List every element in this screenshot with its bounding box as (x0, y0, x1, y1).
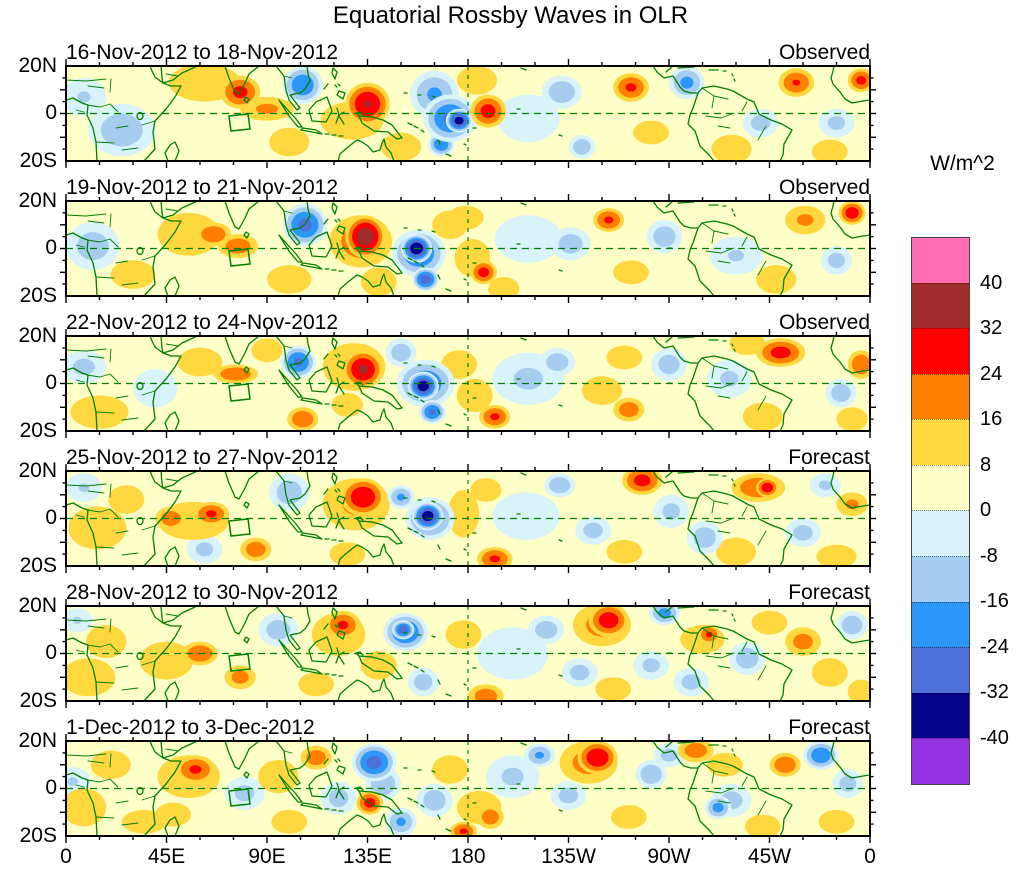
panel-header: 22-Nov-2012 to 24-Nov-2012 Observed (66, 310, 870, 335)
panel-header: 25-Nov-2012 to 27-Nov-2012 Forecast (66, 445, 870, 470)
colorbar-segment (912, 738, 969, 784)
map-panel: 19-Nov-2012 to 21-Nov-2012 Observed 20N … (0, 175, 1021, 307)
colorbar-tick-label: -8 (980, 544, 998, 567)
map-plot (60, 734, 876, 843)
y-axis-label-20s: 20S (19, 824, 57, 847)
y-axis-label-20n: 20N (18, 189, 57, 212)
y-axis-label-20s: 20S (19, 149, 57, 172)
panel-date-range: 25-Nov-2012 to 27-Nov-2012 (66, 446, 338, 469)
map-panel: 16-Nov-2012 to 18-Nov-2012 Observed 20N … (0, 40, 1021, 172)
colorbar-tick-label: 40 (980, 271, 1003, 294)
colorbar-tick-label: 16 (980, 408, 1003, 430)
x-axis-tick-label: 45E (147, 845, 186, 868)
x-axis-tick-label: 90E (248, 845, 286, 868)
panel-date-range: 16-Nov-2012 to 18-Nov-2012 (66, 41, 338, 64)
map-plot (60, 464, 876, 573)
map-panel: 25-Nov-2012 to 27-Nov-2012 Forecast 20N … (0, 445, 1021, 577)
map-panel: 28-Nov-2012 to 30-Nov-2012 Forecast 20N … (0, 580, 1021, 712)
y-axis-label-20s: 20S (19, 284, 57, 307)
y-axis-label-20s: 20S (19, 419, 57, 442)
y-axis-label-0: 0 (45, 641, 57, 664)
panel-type-label: Forecast (788, 581, 870, 604)
map-panel: 22-Nov-2012 to 24-Nov-2012 Observed 20N … (0, 310, 1021, 442)
colorbar-tick-label: -32 (980, 681, 1009, 703)
colorbar-tick-label: 8 (980, 453, 992, 476)
y-axis-label-20n: 20N (18, 459, 57, 482)
colorbar-segment (912, 601, 969, 648)
x-axis-tick-label: 135E (342, 845, 393, 868)
y-axis-label-20n: 20N (18, 324, 57, 347)
figure-title: Equatorial Rossby Waves in OLR (332, 2, 689, 29)
y-axis-label-20s: 20S (19, 554, 57, 577)
x-axis-tick-label: 0 (60, 845, 72, 868)
y-axis-label-0: 0 (45, 101, 57, 124)
colorbar-segment (912, 282, 969, 329)
y-axis-label-20n: 20N (18, 594, 57, 617)
panel-header: 1-Dec-2012 to 3-Dec-2012 Forecast (66, 715, 870, 740)
panel-type-label: Forecast (788, 716, 870, 739)
map-plot (60, 194, 876, 303)
panel-date-range: 19-Nov-2012 to 21-Nov-2012 (66, 176, 338, 199)
panel-header: 28-Nov-2012 to 30-Nov-2012 Forecast (66, 580, 870, 605)
y-axis-label-0: 0 (45, 776, 57, 799)
colorbar-segment (912, 556, 969, 602)
colorbar-segment (912, 464, 969, 511)
map-panel: 1-Dec-2012 to 3-Dec-2012 Forecast 20N 0 … (0, 715, 1021, 847)
x-axis-tick-label: 90W (647, 845, 691, 868)
panel-type-label: Observed (778, 176, 870, 199)
colorbar-segment (912, 647, 969, 693)
panel-date-range: 28-Nov-2012 to 30-Nov-2012 (66, 581, 338, 604)
colorbar-unit-label: W/m^2 (930, 152, 995, 175)
panel-date-range: 1-Dec-2012 to 3-Dec-2012 (66, 716, 315, 739)
panel-header: 19-Nov-2012 to 21-Nov-2012 Observed (66, 175, 870, 200)
panel-type-label: Observed (778, 41, 870, 64)
x-axis-tick-label: 135W (541, 845, 596, 868)
colorbar-tick-label: -24 (980, 635, 1009, 658)
colorbar-tick-label: -16 (980, 590, 1009, 612)
panel-type-label: Observed (778, 311, 870, 334)
colorbar-segment (912, 510, 969, 557)
colorbar-segment (912, 328, 969, 374)
x-axis-tick-label: 180 (450, 845, 486, 868)
x-axis-tick-label: 0 (864, 845, 876, 868)
map-plot (60, 59, 876, 168)
colorbar-tick-label: 0 (980, 499, 992, 521)
y-axis-label-20n: 20N (18, 729, 57, 752)
y-axis-label-0: 0 (45, 371, 57, 394)
y-axis-label-20s: 20S (19, 689, 57, 712)
panel-date-range: 22-Nov-2012 to 24-Nov-2012 (66, 311, 338, 334)
colorbar-tick-label: -40 (980, 726, 1009, 749)
colorbar-segment (912, 238, 969, 283)
y-axis-label-0: 0 (45, 236, 57, 259)
colorbar-segment (912, 419, 969, 465)
map-plot (60, 329, 876, 438)
colorbar-segment (912, 373, 969, 420)
colorbar-tick-label: 24 (980, 362, 1003, 385)
colorbar-tick-label: 32 (980, 317, 1003, 339)
colorbar (911, 237, 970, 785)
map-plot (60, 599, 876, 708)
x-axis-tick-label: 45W (747, 845, 792, 868)
y-axis-label-20n: 20N (18, 54, 57, 77)
colorbar-segment (912, 692, 969, 739)
panel-type-label: Forecast (788, 446, 870, 469)
panel-header: 16-Nov-2012 to 18-Nov-2012 Observed (66, 40, 870, 65)
y-axis-label-0: 0 (45, 506, 57, 529)
